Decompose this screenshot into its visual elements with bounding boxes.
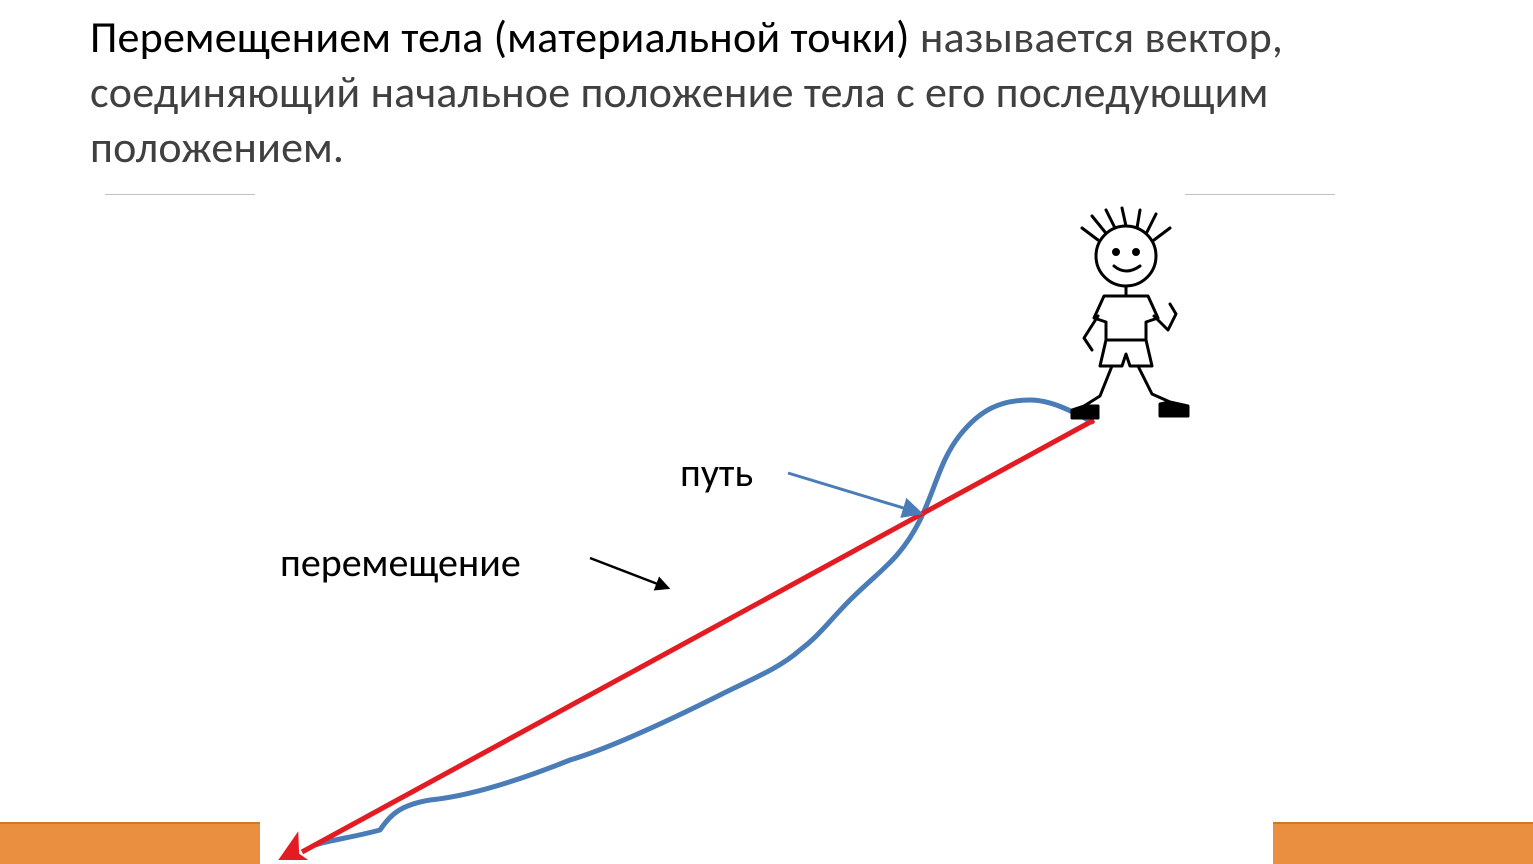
heading-term: Перемещением тела (материальной точки) — [90, 10, 910, 64]
divider-right — [1185, 194, 1335, 195]
divider-left — [105, 194, 255, 195]
walking-person-icon — [1072, 208, 1188, 418]
accent-bar-right — [1273, 822, 1533, 864]
path-label-arrow — [788, 473, 920, 513]
displacement-diagram: путь перемещение — [240, 200, 1300, 860]
path-label: путь — [680, 448, 753, 497]
displacement-label-arrow — [590, 558, 668, 588]
displacement-label: перемещение — [280, 538, 521, 587]
diagram-svg — [240, 200, 1300, 860]
accent-bar-left — [0, 822, 260, 864]
definition-heading: Перемещением тела (материальной точки) н… — [90, 10, 1440, 175]
